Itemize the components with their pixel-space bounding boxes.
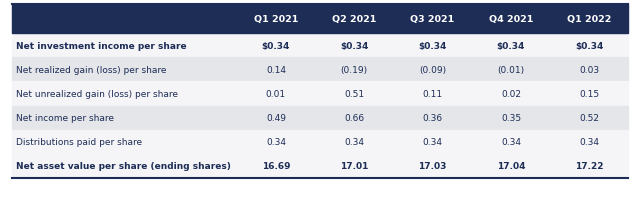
Text: 0.36: 0.36 — [422, 114, 443, 122]
Text: $0.34: $0.34 — [575, 42, 604, 50]
Text: $0.34: $0.34 — [497, 42, 525, 50]
Text: 0.66: 0.66 — [344, 114, 364, 122]
Text: (0.09): (0.09) — [419, 66, 446, 74]
Text: Q3 2021: Q3 2021 — [410, 15, 455, 24]
Text: $0.34: $0.34 — [262, 42, 290, 50]
Text: 16.69: 16.69 — [262, 162, 290, 170]
Text: Q2 2021: Q2 2021 — [332, 15, 376, 24]
Text: 17.01: 17.01 — [340, 162, 369, 170]
Text: 17.22: 17.22 — [575, 162, 604, 170]
Text: 0.14: 0.14 — [266, 66, 286, 74]
Text: Net income per share: Net income per share — [16, 114, 114, 122]
Text: Q1 2022: Q1 2022 — [567, 15, 611, 24]
Text: 0.34: 0.34 — [266, 138, 286, 146]
Text: 0.11: 0.11 — [422, 90, 443, 98]
Text: (0.19): (0.19) — [340, 66, 368, 74]
Text: 17.03: 17.03 — [419, 162, 447, 170]
Bar — [12, 5, 628, 34]
Text: 0.34: 0.34 — [422, 138, 443, 146]
Text: Net realized gain (loss) per share: Net realized gain (loss) per share — [16, 66, 166, 74]
Bar — [12, 58, 628, 82]
Text: Q4 2021: Q4 2021 — [489, 15, 533, 24]
Text: $0.34: $0.34 — [340, 42, 369, 50]
Text: Q1 2021: Q1 2021 — [253, 15, 298, 24]
Text: 0.01: 0.01 — [266, 90, 286, 98]
Bar — [12, 154, 628, 178]
Text: 0.02: 0.02 — [501, 90, 521, 98]
Bar — [12, 130, 628, 154]
Text: 17.04: 17.04 — [497, 162, 525, 170]
Text: 0.34: 0.34 — [501, 138, 521, 146]
Text: (0.01): (0.01) — [497, 66, 525, 74]
Bar — [12, 106, 628, 130]
Text: Net unrealized gain (loss) per share: Net unrealized gain (loss) per share — [16, 90, 178, 98]
Text: $0.34: $0.34 — [419, 42, 447, 50]
Text: 0.34: 0.34 — [579, 138, 599, 146]
Text: 0.35: 0.35 — [501, 114, 521, 122]
Text: 0.51: 0.51 — [344, 90, 364, 98]
Text: 0.03: 0.03 — [579, 66, 600, 74]
Text: 0.52: 0.52 — [579, 114, 599, 122]
Text: 0.15: 0.15 — [579, 90, 600, 98]
Bar — [12, 82, 628, 106]
Text: Distributions paid per share: Distributions paid per share — [16, 138, 142, 146]
Text: 0.49: 0.49 — [266, 114, 286, 122]
Text: Net asset value per share (ending shares): Net asset value per share (ending shares… — [16, 162, 231, 170]
Text: 0.34: 0.34 — [344, 138, 364, 146]
Text: Net investment income per share: Net investment income per share — [16, 42, 187, 50]
Bar — [12, 34, 628, 58]
